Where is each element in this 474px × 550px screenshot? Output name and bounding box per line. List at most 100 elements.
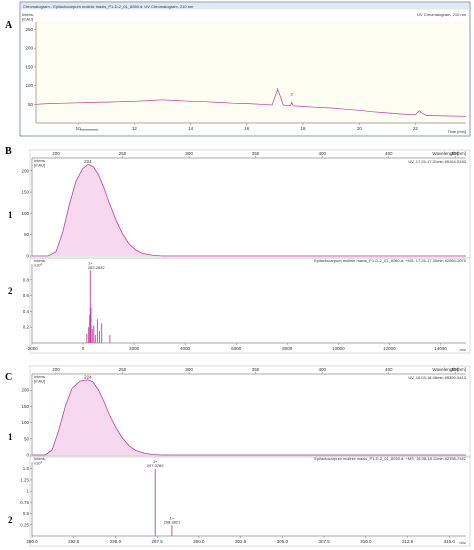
uv-c-x-tick-label: 250 <box>119 367 127 372</box>
ms-c-x-tick-label: 302.5 <box>235 539 247 544</box>
uv-c-y-tick-label: 150 <box>21 404 29 409</box>
uv-c-info: UV, 18.03-18.08min #5399-5413 <box>408 375 466 380</box>
chromatogram-ylabel: Intens. <box>22 12 34 17</box>
ms-c-y-tick-label: 1.25 <box>20 477 29 482</box>
uv-b-area <box>32 164 466 256</box>
uv-b-y-tick-label: 150 <box>21 190 29 195</box>
uv-c-x-tick-label: 500 <box>452 367 460 372</box>
uv-c-ylabel-unit: [mAU] <box>34 379 45 384</box>
chromatogram-y-tick-label: 200 <box>25 46 33 51</box>
ms-c-peak-mz: 298.3821 <box>164 520 181 525</box>
chromatogram-y-tick-label: 250 <box>25 27 33 32</box>
uv-b-y-tick-label: 50 <box>24 232 30 237</box>
uv-b-y-tick-label: 0 <box>26 254 29 259</box>
ms-b-x-tick-label: 14000 <box>434 346 447 351</box>
chromatogram-x-tick-label: 10 <box>76 126 82 131</box>
uv-b-x-tick-label: 500 <box>452 151 460 156</box>
uv-b-x-tick-label: 450 <box>385 151 393 156</box>
panel-label-b1: 1 <box>8 210 13 220</box>
uv-c-x-tick-label: 400 <box>318 367 326 372</box>
uv-c-peak-label: 224 <box>84 374 92 379</box>
chromatogram-x-tick-label: 22 <box>413 126 419 131</box>
ms-c-peak-charge: 1+ <box>153 459 158 464</box>
ms-c-y-tick-label: 1.5 <box>23 466 30 471</box>
mass-spectrum-c: Intens.x104 Epilactocarpum molinie maxis_… <box>20 455 471 547</box>
ms-c-xlabel: m/z <box>460 540 466 545</box>
uv-b-x-tick-label: 400 <box>318 151 326 156</box>
uv-c-x-tick-label: 450 <box>385 367 393 372</box>
chromatogram-title: Chromatogram - Epilactocarpum molinie ma… <box>23 4 194 9</box>
chromatogram-plot-area <box>36 22 466 123</box>
uv-b-ylabel-unit: [mAU] <box>34 163 45 168</box>
uv-c-x-tick-label: 350 <box>252 367 260 372</box>
chromatogram-x-tick-label: 18 <box>300 126 306 131</box>
uv-c-area <box>32 379 466 455</box>
uv-b-x-tick-label: 300 <box>185 151 193 156</box>
ms-c-x-tick-label: 295.0 <box>110 539 122 544</box>
ms-b-y-exponent: x104 <box>34 262 42 268</box>
ms-c-y-tick-label: 0.25 <box>20 522 29 527</box>
ms-b-x-tick-label: 2000 <box>129 346 140 351</box>
ms-b-y-tick-label: 0.4 <box>23 309 30 314</box>
ms-c-ylabel: Intens. <box>34 456 46 461</box>
uv-c-header: Wavelength [nm] <box>432 367 466 372</box>
ms-c-x-tick-label: 300.0 <box>193 539 205 544</box>
uv-b-header: Wavelength [nm] <box>432 151 466 156</box>
ms-c-x-tick-label: 307.5 <box>318 539 330 544</box>
uv-c-y-tick-label: 0 <box>26 453 29 458</box>
chromatogram-x-tick-label: 14 <box>188 126 194 131</box>
panel-label-c1: 1 <box>8 432 13 442</box>
mass-spectrum-b: Intens.x104 Epilactocarpum molinie maxis_… <box>23 257 471 354</box>
ms-c-x-tick-label: 310.0 <box>360 539 372 544</box>
uv-c-y-tick-label: 100 <box>21 420 29 425</box>
chromatogram-y-tick-label: 100 <box>25 83 33 88</box>
chromatogram-trace <box>35 89 467 117</box>
ms-b-x-tick-label: 12000 <box>383 346 396 351</box>
uv-b-y-tick-label: 200 <box>21 168 29 173</box>
ms-b-xlabel: m/z <box>460 347 466 352</box>
chromatogram-x-tick-label: 20 <box>357 126 363 131</box>
uv-c-x-tick-label: 200 <box>52 367 60 372</box>
uv-b-x-tick-label: 350 <box>252 151 260 156</box>
ms-c-y-exponent-power: 4 <box>40 460 42 464</box>
uv-c-frame <box>29 365 471 458</box>
ms-b-y-tick-label: 0.2 <box>23 325 30 330</box>
panel-label-a: A <box>5 20 13 31</box>
uv-b-x-tick-label: 250 <box>119 151 127 156</box>
ms-c-y-exponent: x104 <box>34 460 42 466</box>
chromatogram-x-tick-label: 12 <box>132 126 138 131</box>
ms-c-peak-mz: 297.3789 <box>147 463 164 468</box>
ms-b-y-tick-label: 0.6 <box>23 293 30 298</box>
chromatogram-title-bar <box>20 2 470 10</box>
ms-c-x-tick-label: 290.0 <box>26 539 38 544</box>
chromatogram-legend: UV Chromatogram, 210 nm <box>417 12 467 17</box>
chromatogram-y-tick-label: 50 <box>28 102 34 107</box>
panel-label-b: B <box>5 146 12 157</box>
chromatogram-peak-label: 1 <box>277 86 280 91</box>
chromatogram-ylabel-unit: [mAU] <box>22 17 33 22</box>
uv-b-ylabel: Intens. <box>34 158 46 163</box>
uv-b-curve <box>32 163 466 257</box>
panel-label-c2: 2 <box>8 515 13 525</box>
uv-b-y-tick-label: 100 <box>21 211 29 216</box>
ms-b-ylabel: Intens. <box>34 258 46 263</box>
uv-b-info: UV, 17.25-17.31min #5164-5183 <box>408 159 466 164</box>
ms-c-x-tick-label: 297.5 <box>152 539 164 544</box>
chromatogram-window: Chromatogram - Epilactocarpum molinie ma… <box>19 1 471 137</box>
ms-c-x-tick-label: 292.5 <box>68 539 80 544</box>
chromatogram-peak-label: 2 <box>291 92 294 97</box>
ms-b-x-tick-label: -2000 <box>26 346 38 351</box>
ms-c-y-tick-label: 0.75 <box>20 500 29 505</box>
chromatogram-xlabel: Time [min] <box>447 129 466 134</box>
chromatogram-y-tick-label: 150 <box>25 64 33 69</box>
uv-b-x-tick-label: 200 <box>52 151 60 156</box>
uv-c-ylabel: Intens. <box>34 374 46 379</box>
ms-c-y-tick-label: 1 <box>26 489 29 494</box>
ms-b-frame <box>29 257 471 354</box>
ms-b-peak-mz: 283.2632 <box>88 265 105 270</box>
ms-c-x-tick-label: 305.0 <box>277 539 289 544</box>
ms-b-x-tick-label: 10000 <box>332 346 345 351</box>
panel-label-b2: 2 <box>8 286 13 296</box>
